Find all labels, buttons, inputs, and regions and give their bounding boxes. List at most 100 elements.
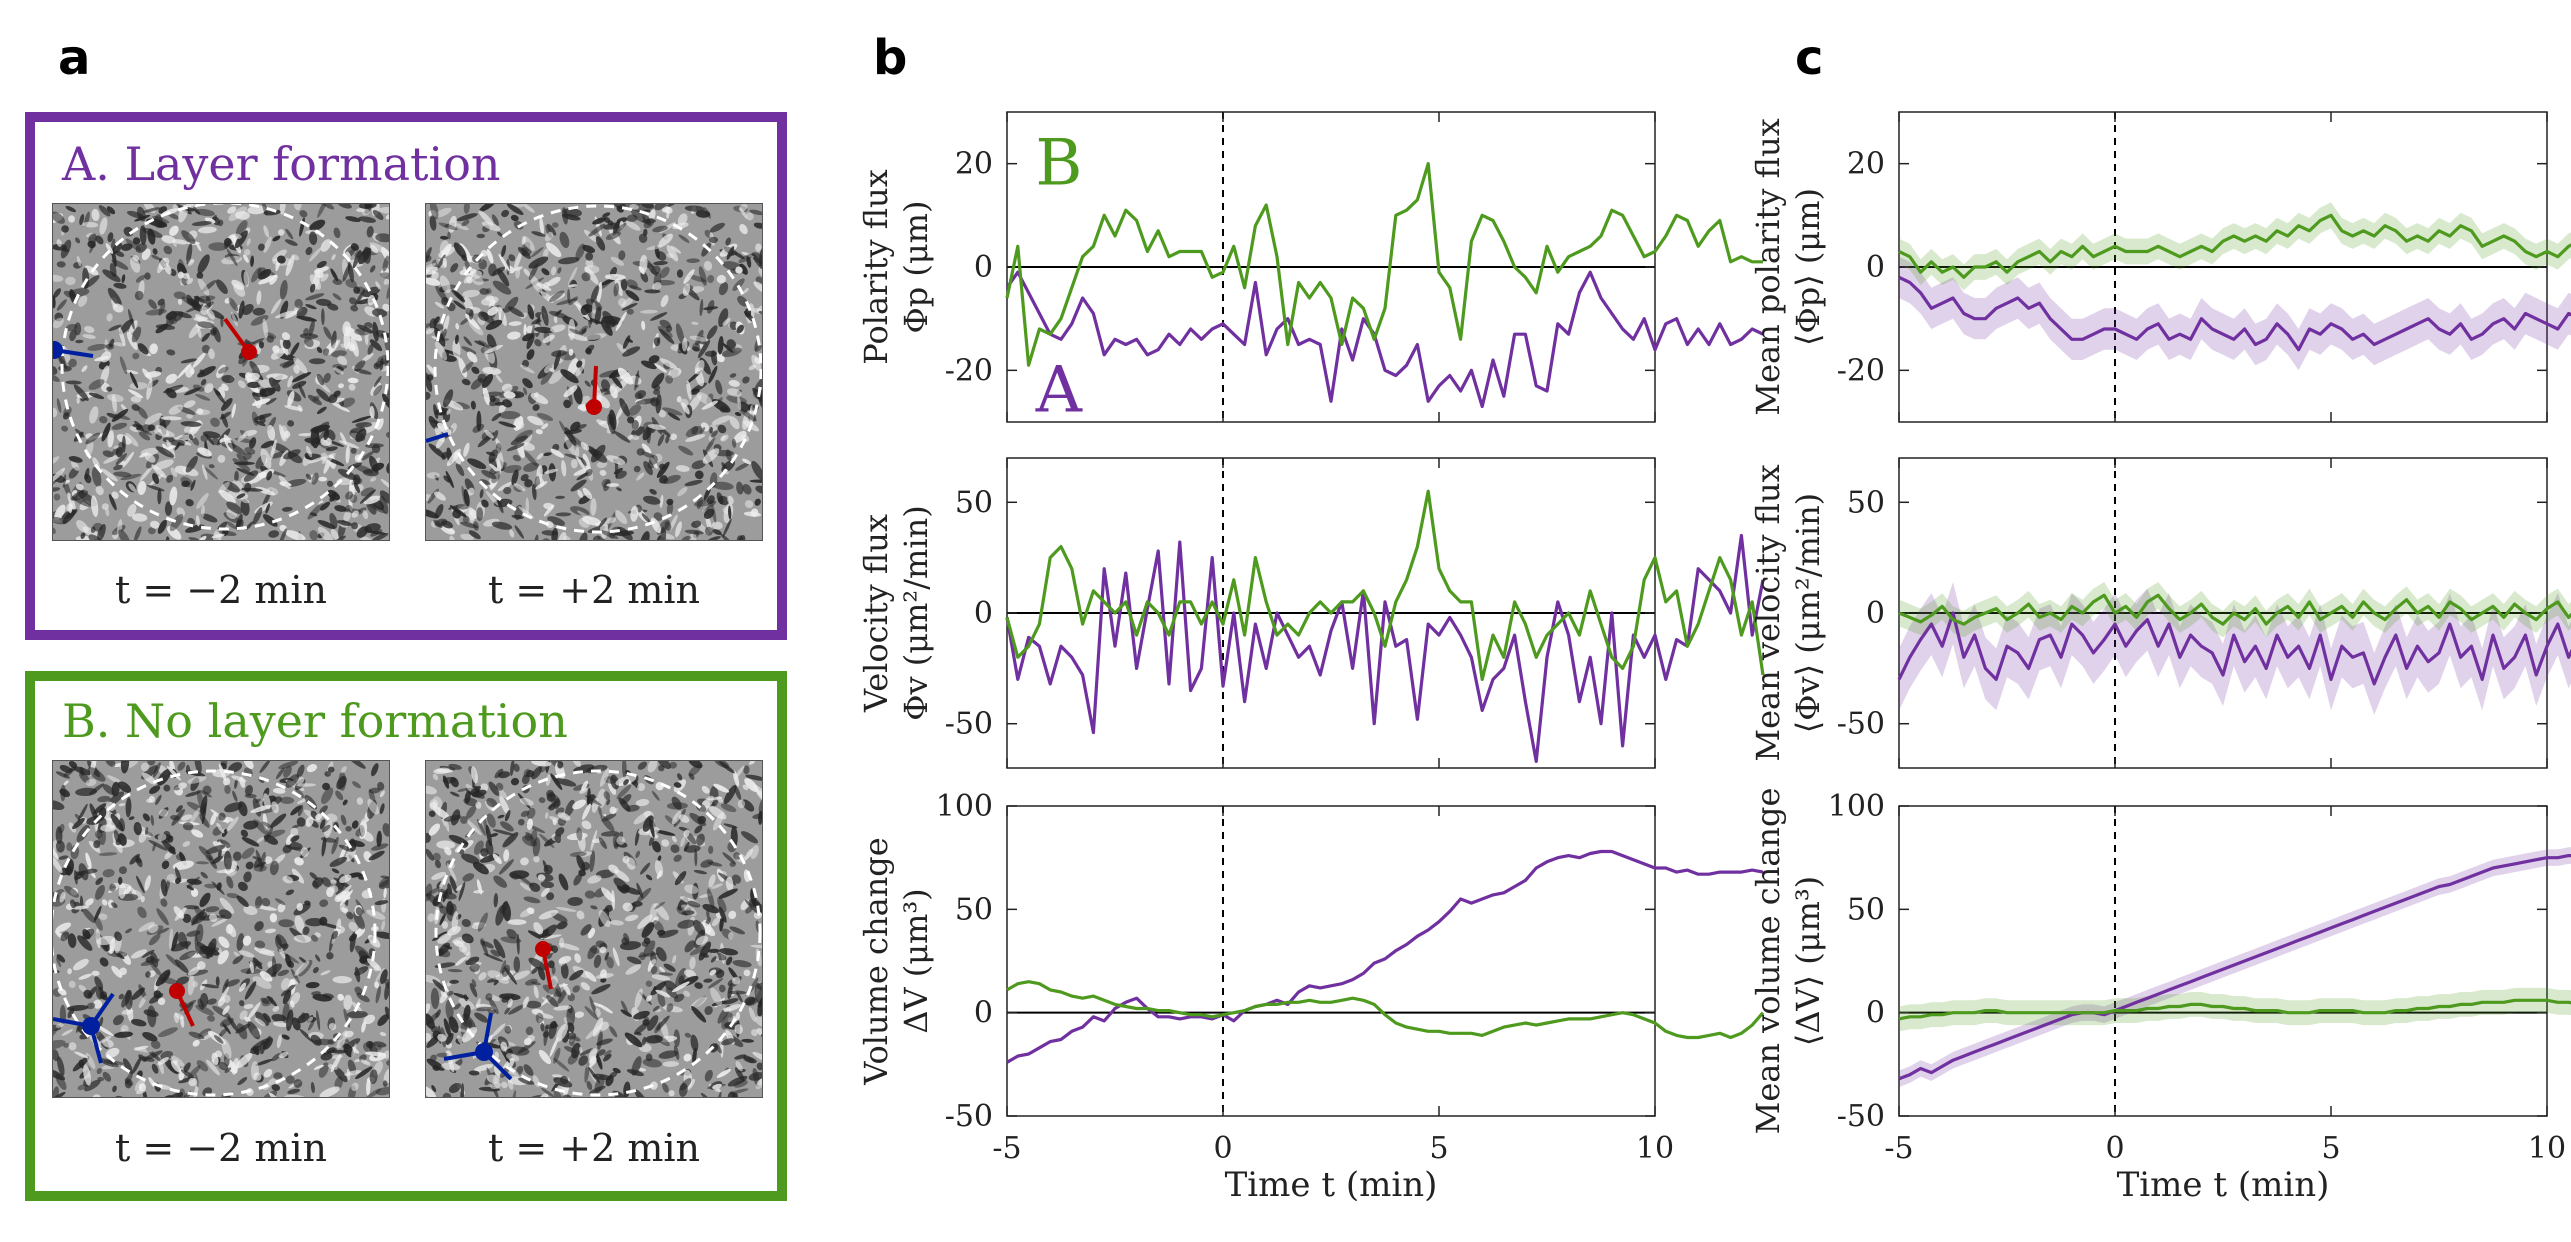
texture-blob bbox=[534, 326, 555, 334]
texture-blob bbox=[726, 246, 735, 260]
texture-blob bbox=[479, 204, 496, 212]
texture-blob bbox=[493, 1066, 502, 1079]
texture-blob bbox=[500, 936, 522, 944]
texture-blob bbox=[182, 841, 191, 847]
texture-blob bbox=[677, 773, 683, 781]
texture-blob bbox=[379, 790, 385, 798]
texture-blob bbox=[155, 794, 162, 806]
texture-blob bbox=[588, 223, 606, 237]
xtick-label: -5 bbox=[992, 1131, 1021, 1166]
texture-blob bbox=[523, 1064, 534, 1076]
texture-blob bbox=[314, 266, 329, 274]
texture-blob bbox=[226, 248, 238, 267]
texture-blob bbox=[512, 1090, 517, 1097]
texture-blob bbox=[268, 530, 280, 538]
texture-blob bbox=[616, 342, 628, 355]
texture-blob bbox=[210, 812, 217, 826]
texture-blob bbox=[355, 422, 372, 428]
texture-blob bbox=[736, 324, 745, 334]
texture-blob bbox=[484, 344, 504, 354]
texture-blob bbox=[585, 333, 607, 340]
texture-blob bbox=[652, 281, 662, 291]
y-axis-label: ⟨Φv⟩ (μm²/min) bbox=[1789, 493, 1827, 733]
texture-blob bbox=[169, 225, 179, 236]
texture-blob bbox=[621, 761, 627, 779]
texture-blob bbox=[310, 283, 316, 293]
texture-blob bbox=[87, 767, 106, 782]
texture-blob bbox=[434, 327, 446, 347]
texture-blob bbox=[197, 254, 210, 274]
texture-blob bbox=[755, 485, 762, 494]
texture-blob bbox=[756, 1062, 762, 1071]
texture-blob bbox=[707, 274, 715, 284]
texture-blob bbox=[290, 805, 302, 816]
texture-blob bbox=[217, 1061, 229, 1071]
texture-blob bbox=[429, 204, 439, 220]
texture-blob bbox=[175, 805, 183, 813]
texture-blob bbox=[59, 891, 66, 903]
texture-blob bbox=[526, 325, 534, 334]
texture-blob bbox=[358, 204, 377, 209]
texture-blob bbox=[292, 824, 300, 829]
texture-blob bbox=[193, 316, 209, 322]
texture-blob bbox=[258, 341, 264, 349]
texture-blob bbox=[144, 412, 163, 425]
texture-blob bbox=[483, 344, 495, 364]
texture-blob bbox=[282, 844, 293, 854]
texture-blob bbox=[653, 384, 661, 391]
texture-blob bbox=[309, 530, 318, 540]
texture-blob bbox=[651, 372, 665, 389]
texture-blob bbox=[701, 400, 719, 410]
texture-blob bbox=[216, 822, 225, 834]
texture-blob bbox=[69, 767, 77, 772]
texture-blob bbox=[197, 278, 210, 296]
texture-blob bbox=[201, 983, 220, 989]
texture-blob bbox=[185, 455, 198, 473]
texture-blob bbox=[114, 1031, 133, 1038]
series-line-B bbox=[1005, 489, 1765, 682]
texture-blob bbox=[211, 533, 225, 539]
texture-blob bbox=[215, 279, 228, 295]
texture-blob bbox=[508, 306, 525, 318]
texture-blob bbox=[53, 510, 57, 520]
texture-blob bbox=[366, 226, 374, 238]
texture-blob bbox=[428, 209, 437, 218]
texture-blob bbox=[473, 1064, 494, 1072]
texture-blob bbox=[99, 852, 118, 856]
texture-blob bbox=[255, 905, 277, 911]
texture-blob bbox=[538, 797, 546, 804]
ytick-label: 0 bbox=[974, 250, 993, 285]
texture-blob bbox=[596, 535, 606, 540]
texture-blob bbox=[527, 415, 544, 426]
texture-blob bbox=[469, 982, 478, 998]
texture-blob bbox=[163, 384, 184, 394]
texture-blob bbox=[150, 814, 155, 826]
texture-blob bbox=[681, 535, 691, 540]
texture-blob bbox=[455, 884, 464, 891]
texture-blob bbox=[175, 853, 186, 861]
texture-blob bbox=[182, 822, 194, 831]
texture-blob bbox=[344, 326, 363, 342]
texture-blob bbox=[571, 1042, 581, 1059]
texture-blob bbox=[426, 1058, 445, 1071]
texture-blob bbox=[91, 467, 102, 488]
texture-blob bbox=[348, 761, 366, 769]
texture-blob bbox=[700, 859, 714, 868]
texture-blob bbox=[608, 864, 619, 874]
texture-blob bbox=[449, 505, 467, 518]
texture-blob bbox=[327, 303, 339, 311]
texture-blob bbox=[711, 521, 723, 530]
texture-blob bbox=[625, 804, 640, 812]
texture-blob bbox=[314, 932, 321, 938]
texture-blob bbox=[94, 905, 102, 922]
texture-blob bbox=[310, 437, 320, 446]
texture-blob bbox=[325, 446, 338, 452]
texture-blob bbox=[170, 467, 178, 477]
texture-blob bbox=[372, 308, 388, 318]
texture-blob bbox=[111, 902, 118, 908]
texture-blob bbox=[689, 335, 709, 342]
texture-blob bbox=[138, 995, 147, 1009]
ytick-label: 100 bbox=[1828, 789, 1885, 824]
texture-blob bbox=[85, 779, 97, 786]
texture-blob bbox=[583, 229, 599, 243]
